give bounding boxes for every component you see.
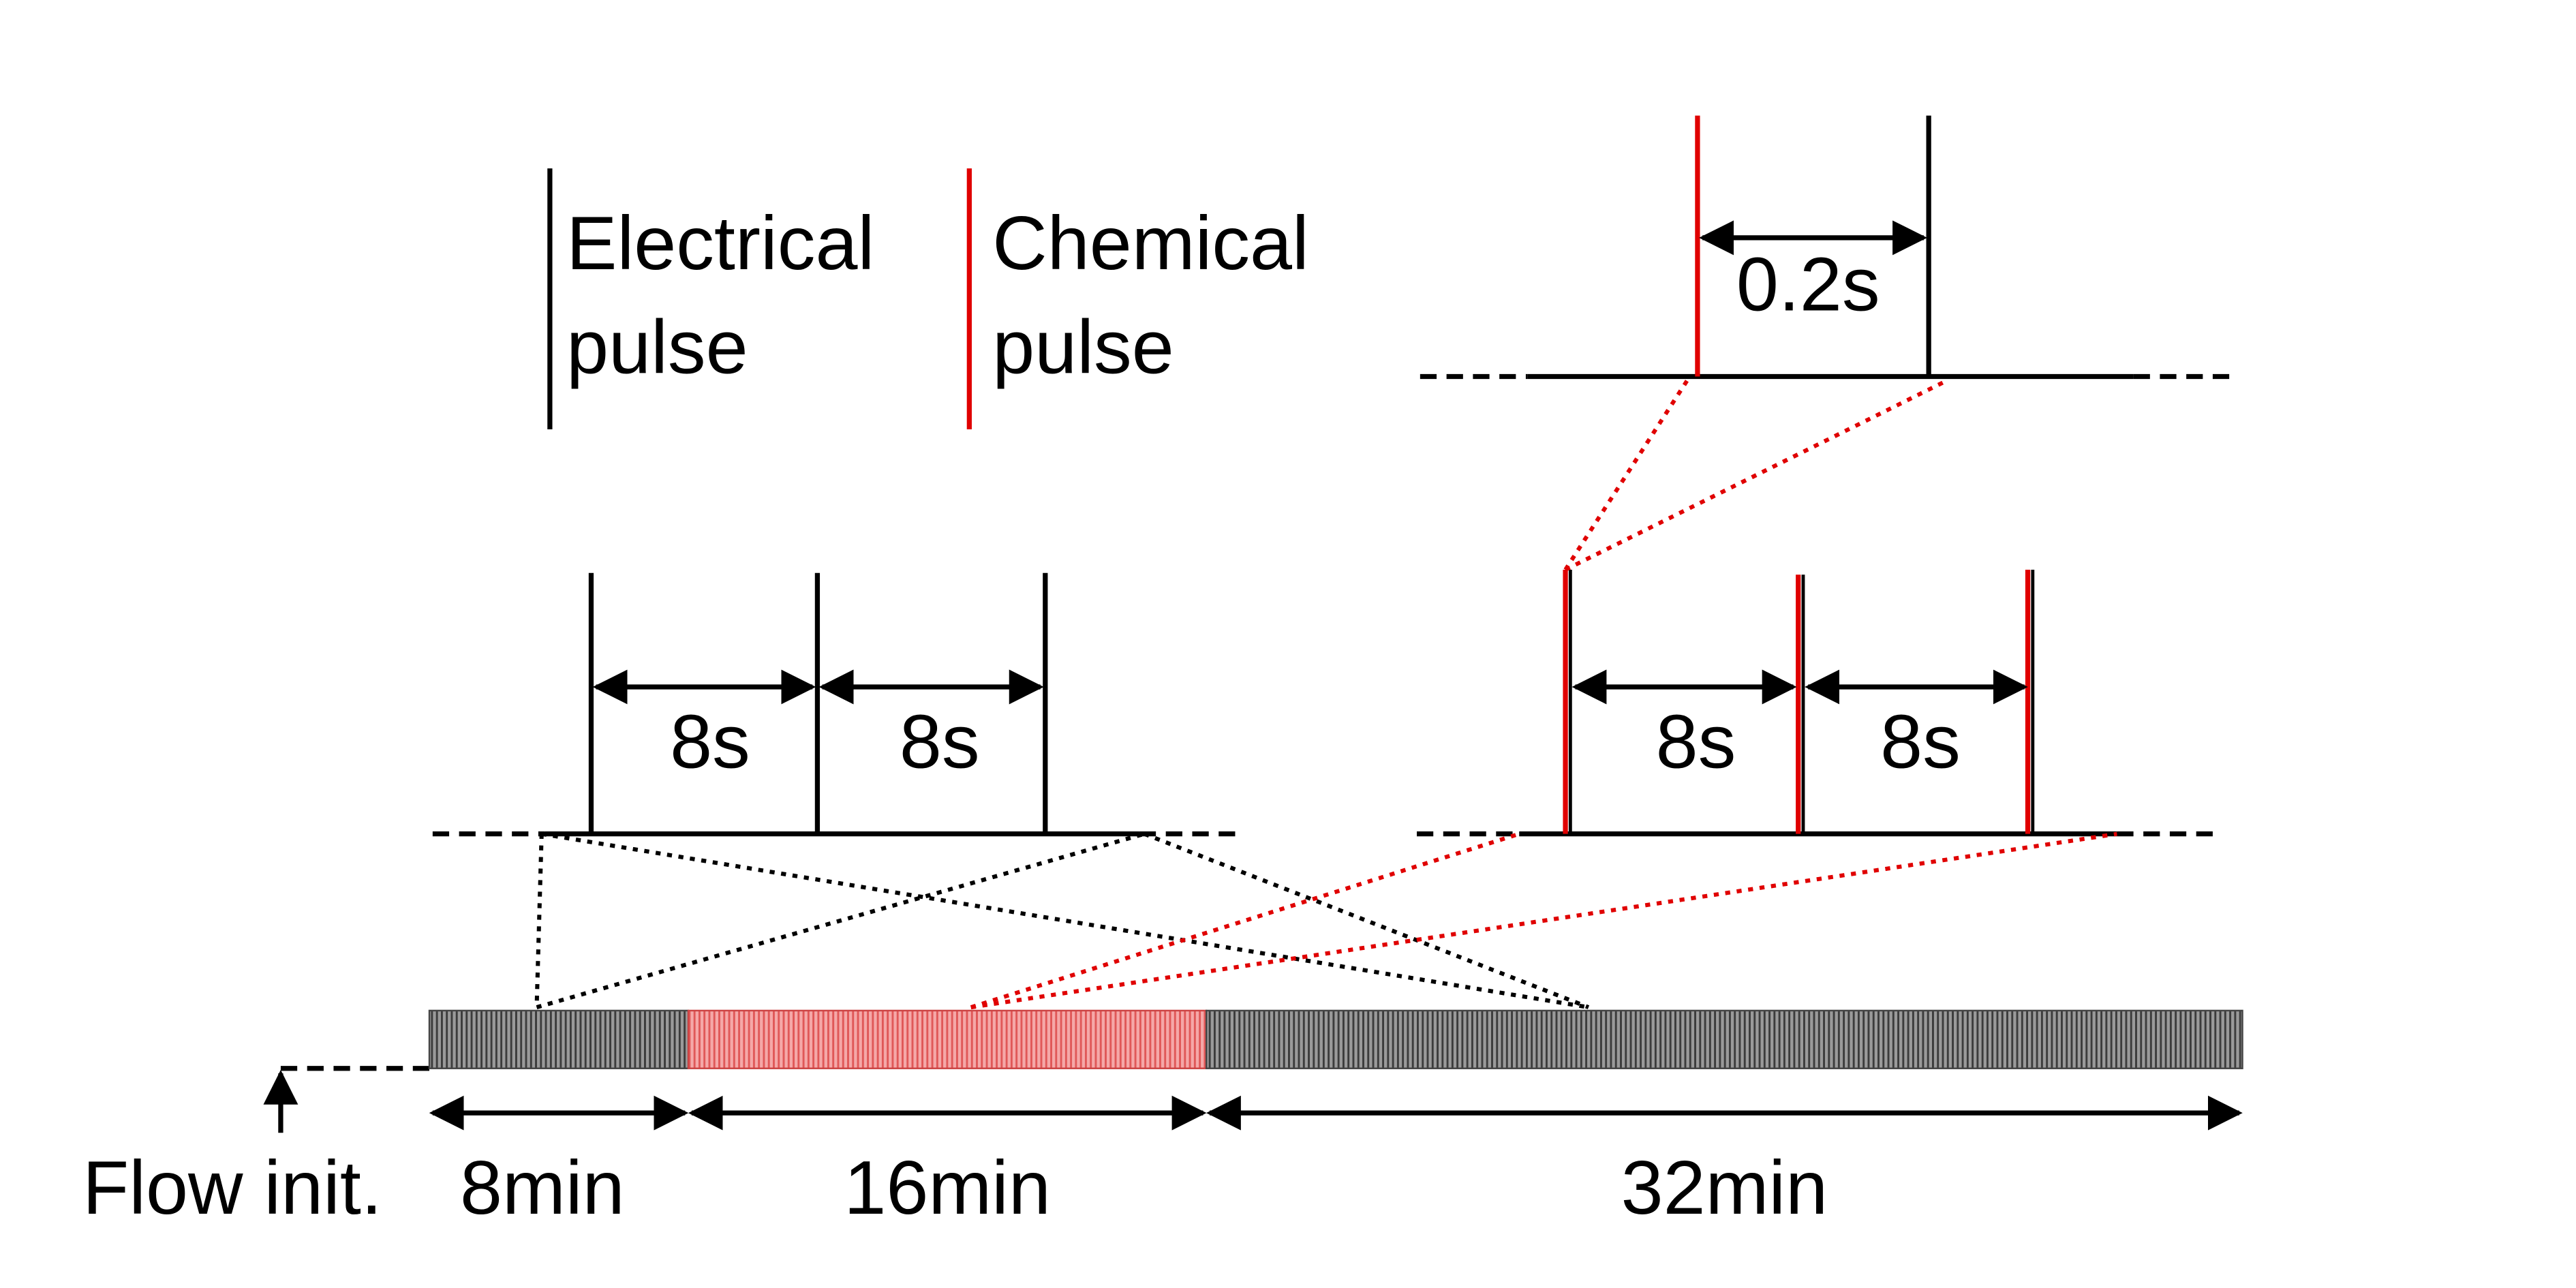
- zoom-connector-black: [536, 831, 1146, 1009]
- legend: Electrical pulse Chemical pulse: [547, 168, 1309, 429]
- flow-init-label: Flow init.: [82, 1145, 382, 1230]
- legend-electrical-label: Electrical: [566, 200, 874, 286]
- interval-label: 8s: [1880, 699, 1961, 784]
- duration-label: 16min: [844, 1145, 1051, 1230]
- chemical-zoom: 8s 8s: [1417, 569, 2222, 837]
- zoom-connectors: [534, 378, 2117, 1010]
- legend-chemical-label: Chemical: [992, 200, 1309, 286]
- interval-label: 8s: [670, 699, 750, 784]
- interval-label: 0.2s: [1736, 242, 1880, 327]
- zoom-connector-red: [1563, 378, 1689, 571]
- zoom-connector-red: [970, 831, 1520, 1009]
- interval-label: 8s: [1656, 699, 1736, 784]
- interval-label: 8s: [900, 699, 980, 784]
- timeline-segment-electrical: [1206, 1009, 2243, 1069]
- zoom-connector-black: [1144, 831, 1590, 1009]
- zoom-connector-red: [970, 831, 2117, 1010]
- timeline-segment-chemical: [687, 1009, 1208, 1069]
- timeline: Flow init. 8min 16min 32min: [82, 1009, 2243, 1230]
- zoom-connector-black: [534, 833, 544, 1008]
- timeline-segments: [428, 1009, 2243, 1069]
- legend-chemical-label-2: pulse: [992, 305, 1174, 390]
- electrical-zoom: 8s 8s: [432, 572, 1239, 837]
- timeline-segment-electrical: [428, 1009, 690, 1069]
- zoom-connector-red: [1564, 378, 1950, 572]
- timeline-durations: 8min 16min 32min: [429, 1095, 2243, 1230]
- duration-label: 8min: [460, 1145, 625, 1230]
- duration-label: 32min: [1621, 1145, 1828, 1230]
- detail-zoom: 0.2s: [1420, 115, 2230, 380]
- legend-electrical-label-2: pulse: [566, 305, 748, 390]
- zoom-connector-black: [541, 831, 1589, 1010]
